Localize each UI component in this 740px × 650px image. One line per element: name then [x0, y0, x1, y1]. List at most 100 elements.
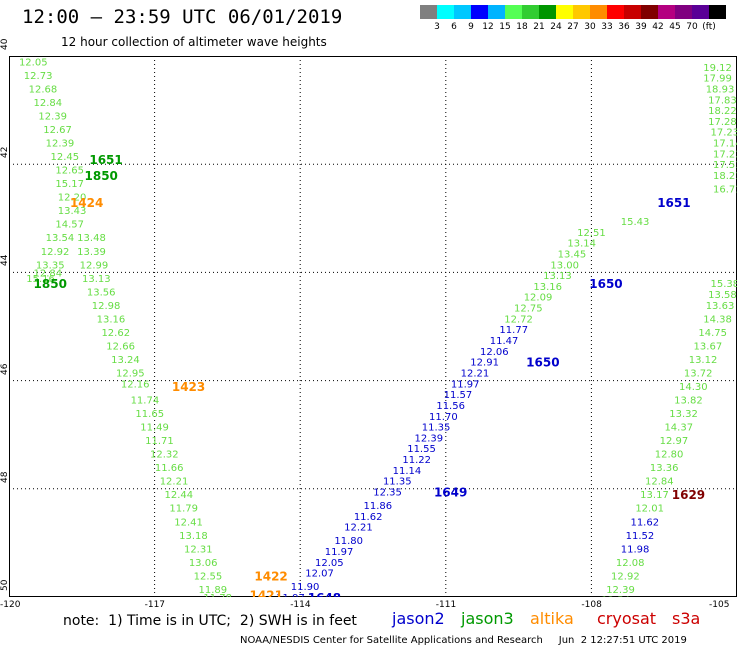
legend-cryosat: cryosat [597, 609, 657, 628]
wave-height-value: 12.95 [116, 368, 145, 379]
wave-height-value: 11.56 [436, 401, 465, 412]
wave-height-value: 12.21 [344, 523, 373, 534]
wave-height-value: 12.09 [524, 293, 553, 304]
wave-height-value: 13.45 [558, 249, 587, 260]
color-swatch [709, 5, 726, 19]
wave-height-value: 13.32 [669, 409, 698, 420]
wave-height-value: 13.67 [694, 341, 723, 352]
color-swatch [607, 5, 624, 19]
wave-height-value: 13.48 [77, 233, 106, 244]
color-scale-tick: 36 [618, 22, 630, 32]
wave-height-value: 11.89 [199, 585, 228, 596]
wave-height-value: 12.92 [41, 247, 70, 258]
wave-height-value: 16.71 [713, 185, 737, 196]
pass-time-label: 1649 [434, 486, 467, 500]
wave-height-value: 11.97 [276, 593, 305, 597]
wave-height-value: 11.86 [364, 501, 393, 512]
wave-height-value: 13.16 [533, 282, 562, 293]
wave-height-value: 12.05 [19, 57, 48, 68]
latitude-label: 40 [0, 38, 10, 50]
color-scale-tick: 70 [686, 22, 698, 32]
longitude-label: -117 [144, 600, 166, 610]
wave-height-value: 11.35 [383, 477, 412, 488]
wave-height-value: 13.82 [674, 396, 703, 407]
wave-height-value: 11.14 [393, 466, 422, 477]
wave-height-value: 13.58 [708, 290, 737, 301]
wave-height-value: 11.47 [490, 336, 519, 347]
color-swatch [437, 5, 454, 19]
legend-s3a: s3a [672, 609, 701, 628]
wave-height-value: 12.41 [174, 517, 203, 528]
credit-line: NOAA/NESDIS Center for Satellite Applica… [240, 635, 687, 646]
wave-height-value: 13.18 [179, 531, 208, 542]
page-title: 12:00 – 23:59 UTC 06/01/2019 [22, 6, 343, 28]
wave-height-value: 12.65 [55, 166, 84, 177]
wave-height-value: 17.28 [708, 117, 737, 128]
wave-height-value: 11.77 [499, 325, 528, 336]
latitude-label: 42 [0, 146, 10, 159]
wave-height-value: 11.74 [131, 396, 160, 407]
wave-height-value: 12.67 [43, 125, 72, 136]
pass-time-label: 1850 [34, 277, 67, 291]
wave-height-value: 14.30 [679, 382, 708, 393]
wave-height-value: 14.75 [698, 328, 727, 339]
wave-height-value: 15.38 [711, 279, 737, 290]
wave-height-value: 11.62 [354, 512, 383, 523]
wave-height-value: 12.72 [504, 314, 533, 325]
wave-height-value: 17.23 [713, 149, 737, 160]
wave-height-value: 13.06 [189, 558, 218, 569]
wave-height-value: 13.63 [706, 301, 735, 312]
pass-time-label: 1648 [308, 591, 341, 597]
wave-height-value: 12.39 [46, 139, 75, 150]
wave-height-value: 13.00 [550, 260, 579, 271]
wave-height-value: 13.12 [689, 355, 718, 366]
color-scale-tick: 21 [533, 22, 545, 32]
wave-height-value: 11.79 [169, 504, 198, 515]
color-scale-tick: (ft) [702, 22, 716, 32]
wave-height-value: 12.66 [106, 341, 135, 352]
wave-height-value: 14.57 [55, 220, 84, 231]
wave-height-value: 12.84 [34, 268, 63, 279]
latitude-label: 48 [0, 471, 10, 483]
color-scale-tick: 3 [434, 22, 440, 32]
footer-note: note: 1) Time is in UTC; 2) SWH is in fe… [63, 613, 357, 629]
color-swatch [454, 5, 471, 19]
wave-height-value: 12.39 [38, 112, 67, 123]
wave-height-value: 15.43 [621, 217, 650, 228]
wave-height-value: 15.16 [26, 274, 55, 285]
color-scale-tick: 24 [550, 22, 562, 32]
pass-time-label: 1651 [89, 153, 122, 167]
wave-height-value: 12.62 [101, 328, 130, 339]
wave-height-value: 12.35 [373, 488, 402, 499]
color-swatch [624, 5, 641, 19]
page-subtitle: 12 hour collection of altimeter wave hei… [61, 35, 327, 49]
wave-height-value: 11.97 [451, 379, 480, 390]
wave-height-value: 12.31 [184, 544, 213, 555]
pass-time-label: 1422 [254, 569, 287, 583]
pass-time-label: 1650 [589, 277, 622, 291]
wave-height-value: 11.57 [444, 390, 473, 401]
wave-height-value: 18.22 [708, 106, 737, 117]
wave-height-value: 15.17 [55, 179, 84, 190]
color-swatch [522, 5, 539, 19]
wave-height-value: 12.45 [50, 152, 79, 163]
wave-height-value: 14.37 [664, 423, 693, 434]
pass-time-label: 1650 [526, 356, 559, 370]
wave-height-value: 13.13 [543, 271, 572, 282]
wave-height-value: 12.92 [611, 571, 640, 582]
wave-height-value: 12.55 [194, 571, 223, 582]
color-scale-tick: 45 [669, 22, 681, 32]
wave-height-value: 12.98 [92, 301, 121, 312]
wave-height-value: 17.51 [713, 160, 737, 171]
wave-height-value: 12.08 [616, 558, 645, 569]
map-frame [9, 56, 737, 597]
latitude-label: 44 [0, 254, 10, 267]
wave-height-value: 13.13 [82, 274, 111, 285]
color-swatch [675, 5, 692, 19]
wave-height-value: 13.56 [87, 287, 116, 298]
latitude-label: 50 [0, 579, 10, 591]
wave-height-value: 12.80 [655, 450, 684, 461]
longitude-label: -108 [581, 600, 602, 610]
color-swatch [488, 5, 505, 19]
wave-height-value: 13.43 [58, 206, 87, 217]
